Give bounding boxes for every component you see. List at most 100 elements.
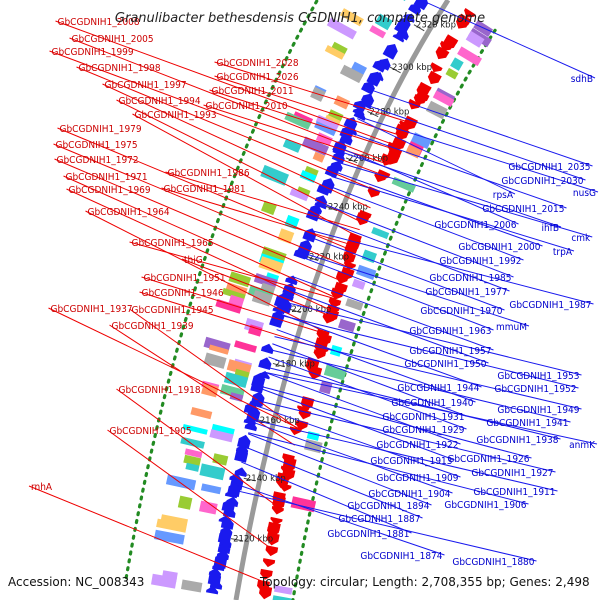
leader-line [141, 276, 324, 334]
gene-label: GbCGDNIH1_1911 [473, 487, 555, 498]
feature-box [465, 30, 485, 48]
reverse-gene-arrow [285, 275, 298, 286]
feature-box [450, 57, 464, 71]
reverse-gene-arrow [339, 133, 353, 146]
leader-line [343, 148, 519, 225]
gene-label: GbCGDNIH1_1906 [444, 500, 526, 511]
gene-label: GbCGDNIH1_1918 [119, 385, 201, 396]
leader-line [129, 241, 335, 300]
leader-line [214, 75, 401, 136]
leader-line [256, 399, 556, 473]
gene-label: anmK [569, 440, 596, 451]
feature-box [199, 463, 226, 481]
reverse-gene-arrow [260, 343, 274, 355]
leader-line [181, 258, 330, 316]
gene-label: GbCGDNIH1_1999 [52, 47, 134, 58]
gene-label: GbCGDNIH1_1937 [51, 304, 133, 315]
kbp-tick-mark [413, 24, 425, 32]
forward-gene-arrow [374, 173, 387, 183]
feature-box [351, 278, 366, 290]
leader-line [248, 432, 529, 505]
kbp-tick-label: 2260 kbp [348, 154, 388, 164]
leader-line [364, 103, 586, 181]
feature-box [203, 352, 227, 369]
feature-box [151, 573, 177, 589]
gene-label: GbCGDNIH1_1931 [382, 412, 464, 423]
leader-line [281, 313, 482, 388]
forward-gene-arrow [259, 585, 273, 600]
kbp-tick-mark [306, 256, 319, 262]
feature-box [229, 392, 244, 402]
kbp-tick-label: 2220 kbp [309, 253, 349, 263]
genome-backbone [233, 0, 451, 600]
kbp-tick-mark [257, 419, 270, 424]
kbp-tick-mark [367, 111, 379, 118]
gene-label: GbCGDNIH1_1945 [132, 305, 214, 316]
feature-box [260, 282, 276, 295]
gene-label: GbCGDNIH1_1951 [144, 273, 226, 284]
leader-line [251, 419, 558, 492]
feature-box [350, 61, 367, 78]
gene-label: GbCGDNIH1_1972 [57, 155, 139, 166]
feature-box [301, 136, 329, 156]
feature-box [181, 579, 203, 593]
leader-line [260, 385, 532, 459]
gene-label: GbCGDNIH1_1953 [497, 371, 579, 382]
leader-line [234, 489, 537, 562]
gene-label: rpsA [493, 190, 514, 201]
forward-gene-arrow [265, 545, 279, 557]
gene-label: GbCGDNIH1_1913 [370, 456, 452, 467]
leader-line [285, 301, 582, 376]
forward-gene-arrow [313, 349, 327, 360]
feature-box [374, 13, 393, 31]
feature-box [200, 483, 222, 495]
gene-label: ihfB [541, 223, 559, 234]
leader-line [116, 388, 281, 509]
feature-box [221, 287, 246, 301]
feature-box [258, 256, 284, 275]
leader-line [301, 252, 530, 327]
leader-line [350, 132, 567, 209]
gene-label: GbCGDNIH1_1909 [376, 473, 458, 484]
leader-line [276, 329, 476, 403]
leader-line [255, 404, 461, 478]
leader-line [315, 216, 510, 292]
reverse-gene-arrow [250, 379, 264, 394]
leader-line [203, 104, 388, 165]
gene-label: cmk [571, 233, 591, 244]
forward-gene-arrow [456, 18, 468, 29]
gene-label: GbCGDNIH1_2015 [482, 204, 564, 215]
leader-line [132, 113, 360, 238]
gene-label: GbCGDNIH1_2028 [217, 58, 299, 69]
kbp-tick-label: 2140 kbp [246, 474, 286, 484]
reverse-gene-arrow [237, 434, 251, 450]
kbp-tick-label: 2160 kbp [260, 416, 300, 426]
kbp-tick-label: 2120 kbp [233, 535, 273, 545]
reverse-gene-arrow [361, 81, 375, 95]
forward-gene-arrow [266, 532, 280, 546]
feature-box [410, 132, 432, 150]
gene-label: GbCGDNIH1_1941 [486, 418, 568, 429]
forward-gene-arrow [262, 558, 276, 568]
gene-label: GbCGDNIH1_2006 [434, 220, 516, 231]
feature-box [199, 500, 218, 515]
forward-gene-arrow [440, 40, 453, 51]
gene-label: GbCGDNIH1_1929 [382, 425, 464, 436]
leader-line [331, 176, 575, 252]
leader-line [333, 170, 543, 247]
gene-label: GbCGDNIH1_1979 [60, 124, 142, 135]
forward-gene-arrow [271, 505, 284, 515]
leader-line [102, 83, 371, 209]
leader-line [165, 171, 360, 231]
feature-box [340, 8, 364, 27]
gene-labels: GbCGDNIH1_2008 GbCGDNIH1_2005 GbCGDNIH1_19… [31, 17, 596, 568]
leader-line [76, 66, 378, 192]
reverse-gene-arrow [329, 160, 343, 172]
feature-box [185, 462, 200, 472]
leader-line [161, 187, 354, 246]
leader-line [28, 485, 266, 584]
feature-box [326, 17, 357, 40]
feature-box [223, 371, 249, 388]
leader-line [337, 161, 593, 238]
